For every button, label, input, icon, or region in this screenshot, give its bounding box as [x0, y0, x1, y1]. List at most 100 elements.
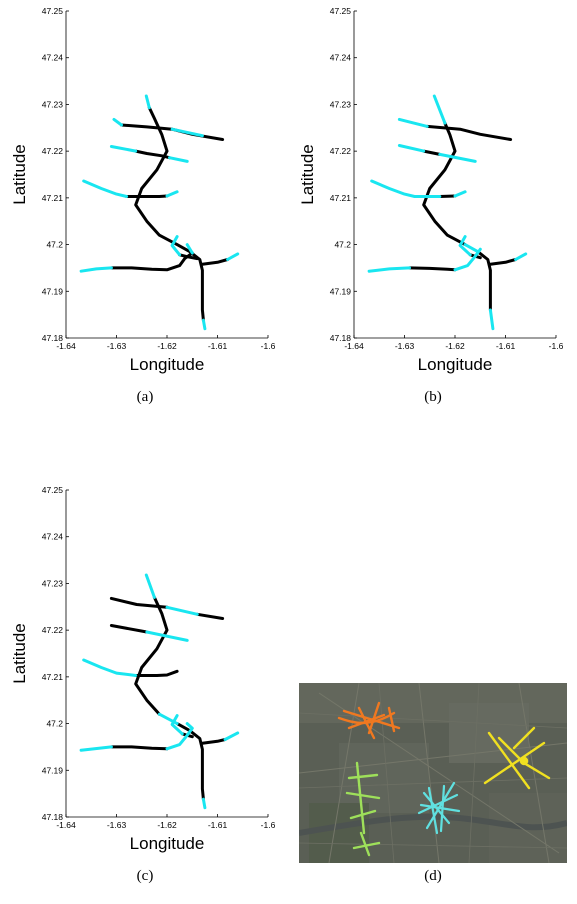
cluster-yellow	[483, 726, 551, 790]
series-cyan-segment	[488, 308, 495, 331]
series-cyan-segment	[397, 144, 426, 153]
y-tick-label: 47.25	[330, 6, 352, 16]
series-cyan-segment	[168, 156, 189, 163]
x-tick-label: -1.63	[395, 341, 415, 351]
x-tick-label: -1.61	[496, 341, 516, 351]
y-tick-label: 47.19	[330, 286, 352, 296]
caption-c: (c)	[137, 868, 154, 884]
y-axis-label: Latitude	[10, 144, 29, 205]
y-tick-label: 47.25	[42, 485, 64, 495]
x-tick-label: -1.64	[56, 820, 76, 830]
x-tick-label: -1.63	[107, 820, 127, 830]
series-cyan-segment	[438, 152, 477, 163]
series-cyan-segment	[463, 243, 480, 254]
y-tick-label: 47.24	[42, 532, 64, 542]
series-cyan-segment	[170, 235, 182, 257]
x-tick-label: -1.61	[208, 341, 228, 351]
x-axis-label: Longitude	[130, 355, 205, 374]
y-tick-label: 47.19	[42, 286, 64, 296]
series-cyan-segment	[514, 252, 528, 261]
x-axis-label: Longitude	[418, 355, 493, 374]
x-tick-label: -1.6	[261, 820, 276, 830]
series-black-segment	[109, 624, 149, 634]
series-cyan-segment	[165, 605, 199, 616]
x-tick-label: -1.64	[344, 341, 364, 351]
series-black-segment	[200, 258, 230, 266]
series-cyan-segment	[185, 243, 194, 255]
series-cyan-segment	[201, 318, 207, 331]
y-tick-label: 47.18	[42, 333, 64, 343]
series-cyan-segment	[367, 266, 411, 273]
series-cyan-segment	[458, 235, 472, 257]
series-black-segment	[134, 149, 171, 160]
plot-b: (b) -1.64 -1.63 -1.62 -1.61 -1.6 47.18 47.19 47…	[298, 6, 564, 405]
y-tick-label: 47.22	[42, 146, 64, 156]
series-cyan-segment	[201, 797, 207, 810]
x-tick-label: -1.62	[157, 820, 177, 830]
series-cyan-segment	[432, 94, 447, 125]
series-cyan-segment	[109, 145, 138, 153]
satellite-map-image	[299, 683, 567, 863]
y-tick-label: 47.23	[330, 99, 352, 109]
y-tick-label: 47.22	[42, 625, 64, 635]
series-cyan-segment	[112, 117, 123, 127]
y-tick-label: 47.2	[46, 719, 63, 729]
series-cyan-segment	[82, 179, 129, 198]
y-tick-label: 47.21	[42, 193, 64, 203]
y-tick-label: 47.18	[330, 333, 352, 343]
series-black-segment	[422, 149, 442, 156]
series-cyan-segment	[453, 247, 482, 272]
series-black-segment	[120, 123, 225, 141]
series-cyan-segment	[453, 190, 467, 198]
series-black-segment	[200, 738, 227, 745]
series-cyan-segment	[370, 179, 442, 198]
x-tick-label: -1.62	[445, 341, 465, 351]
caption-b: (b)	[424, 389, 442, 405]
series-black-segment	[195, 612, 225, 620]
y-tick-label: 47.25	[42, 6, 64, 16]
x-tick-label: -1.6	[549, 341, 564, 351]
caption-a: (a)	[137, 389, 154, 405]
y-tick-label: 47.24	[42, 53, 64, 63]
series-black-segment	[134, 595, 169, 716]
plot-a: (a) -1.64 -1.63 -1.62 -1.61 -1.6 47.18 47.19 47…	[10, 6, 276, 405]
series-black-segment	[488, 258, 518, 266]
series-cyan-segment	[165, 722, 194, 751]
series-black-segment	[408, 266, 457, 272]
series-black-segment	[109, 745, 169, 751]
y-axis-label: Latitude	[298, 144, 317, 205]
x-tick-label: -1.62	[157, 341, 177, 351]
y-tick-label: 47.21	[330, 193, 352, 203]
x-tick-label: -1.6	[261, 341, 276, 351]
x-tick-label: -1.64	[56, 341, 76, 351]
series-black-segment	[109, 251, 194, 272]
cluster-cyan	[417, 781, 461, 835]
y-tick-label: 47.18	[42, 812, 64, 822]
series-black-segment	[109, 596, 169, 609]
y-tick-label: 47.21	[42, 672, 64, 682]
y-tick-label: 47.22	[330, 146, 352, 156]
series-cyan-segment	[82, 658, 138, 677]
series-black-segment	[425, 124, 513, 141]
x-tick-label: -1.61	[208, 820, 228, 830]
map-texture	[299, 683, 567, 863]
series-cyan-segment	[170, 127, 204, 138]
plot-c: (c) -1.64 -1.63 -1.62 -1.61 -1.6 47.18 47.19 47…	[10, 485, 276, 884]
y-tick-label: 47.2	[46, 240, 63, 250]
series-cyan-segment	[145, 630, 189, 642]
x-axis-label: Longitude	[130, 834, 205, 853]
series-cyan-segment	[223, 731, 240, 741]
cluster-green	[345, 761, 381, 857]
series-cyan-segment	[144, 573, 156, 599]
y-axis-label: Latitude	[10, 623, 29, 684]
y-tick-label: 47.2	[334, 240, 351, 250]
y-tick-label: 47.23	[42, 99, 64, 109]
series-cyan-segment	[79, 745, 113, 752]
series-black-segment	[178, 253, 199, 261]
series-cyan-segment	[165, 190, 179, 198]
series-black-segment	[134, 669, 179, 677]
series-cyan-segment	[226, 252, 240, 261]
series-cyan-segment	[170, 714, 184, 736]
series-black-segment	[438, 194, 457, 198]
